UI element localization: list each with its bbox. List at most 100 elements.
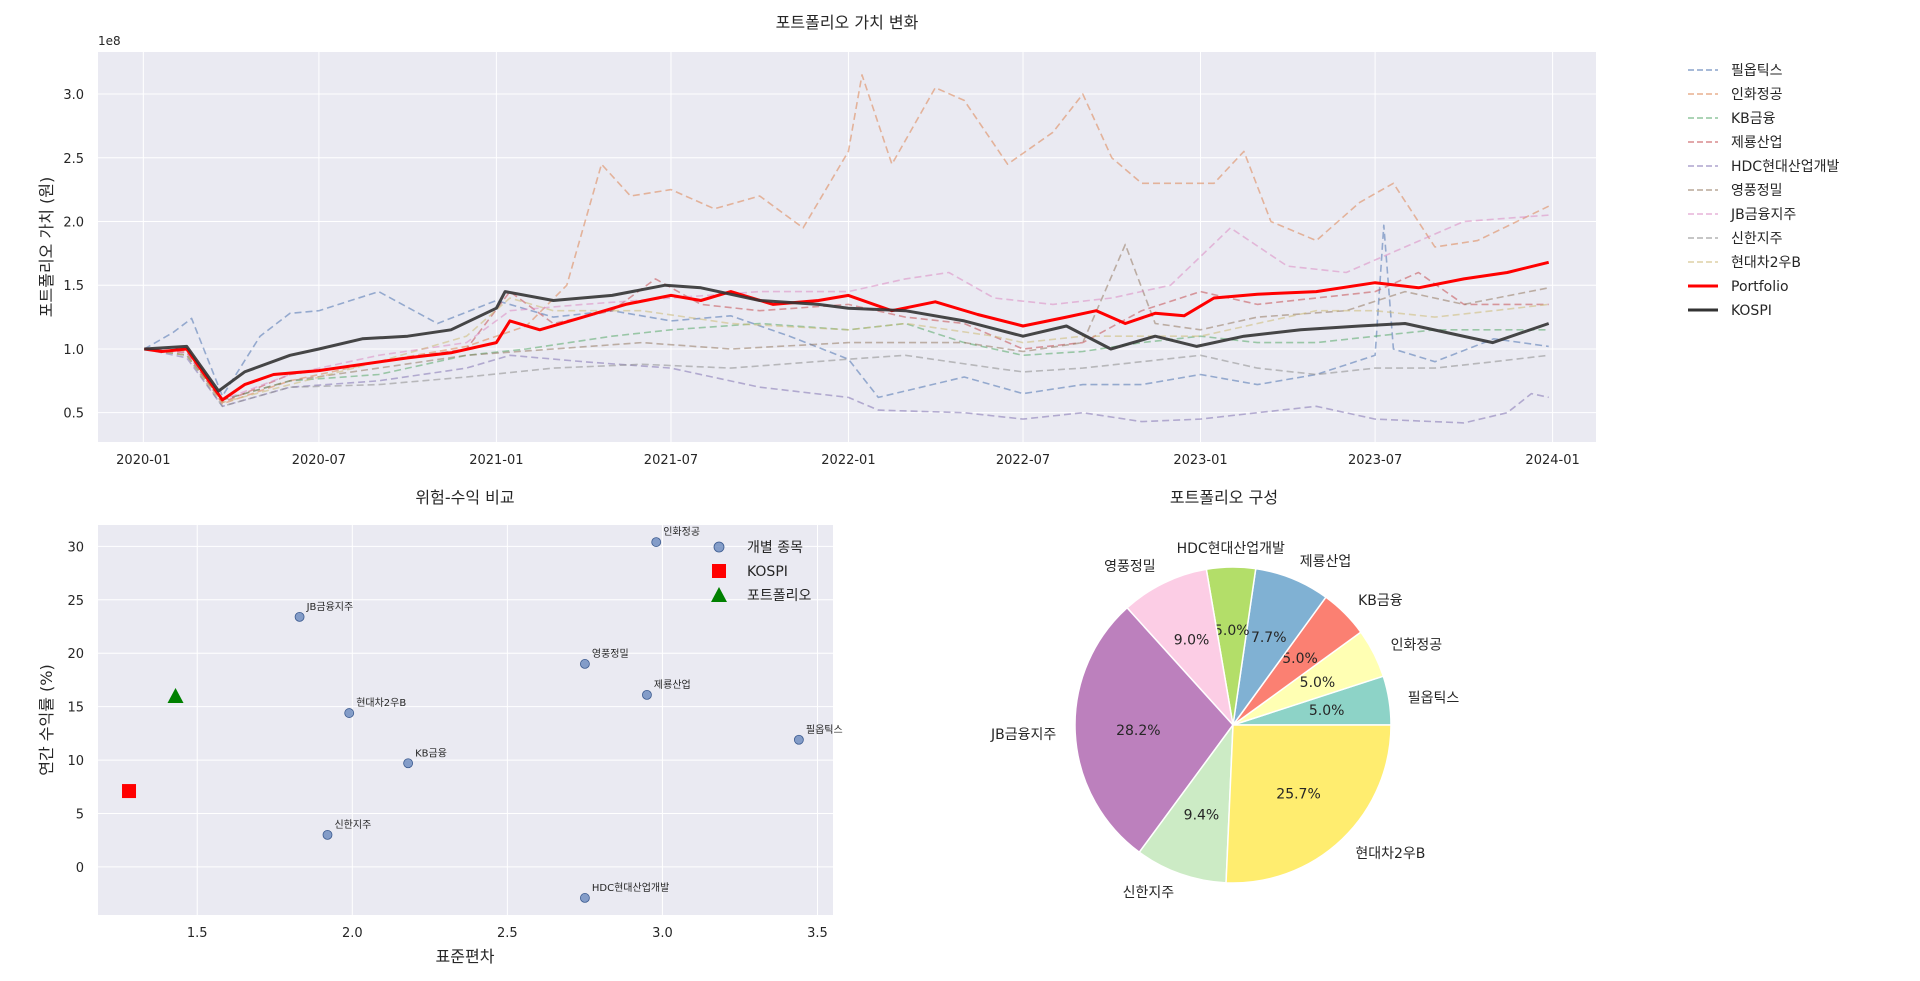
- pie-slice-jbeab888ec9cb5eca780eca3bc: [1074, 606, 1234, 854]
- line-chart-title: 포트폴리오 가치 변화: [776, 13, 919, 32]
- scatter-legend-marker-square: [712, 564, 726, 578]
- line-x-tick-label: 2020-07: [292, 453, 346, 468]
- portfolio-marker: [167, 687, 184, 703]
- scatter-x-tick-label: 2.5: [497, 926, 518, 941]
- series-line-ec9db8ed9994eca095eab3b5: [144, 74, 1550, 405]
- pie-chart-title: 포트폴리오 구성: [1170, 488, 1278, 507]
- legend-label: HDC현대산업개발: [1731, 159, 1839, 175]
- kospi-marker: [122, 784, 137, 799]
- scatter-chart-legend: 개별 종목 KOSPI 포트폴리오: [711, 540, 812, 604]
- line-y-tick-label: 2.5: [63, 152, 84, 167]
- pie-slice-label: 현대차2우B: [1355, 846, 1425, 862]
- legend-label: JB금융지주: [1730, 207, 1796, 223]
- line-chart-grid: [98, 52, 1596, 442]
- legend-label: 필옵틱스: [1731, 63, 1783, 79]
- legend-label: KOSPI: [1731, 303, 1772, 319]
- stock-point-jbeab888ec9cb5eca780eca3bc: [294, 611, 305, 622]
- line-y-tick-label: 3.0: [63, 88, 84, 103]
- scatter-chart-title: 위험-수익 비교: [415, 488, 514, 507]
- scatter-chart-ylabel: 연간 수익률 (%): [37, 664, 56, 775]
- pie-chart-slices: 5.0% 필옵틱스 5.0% 인화정공 5.0% KB금융 7.7% 제룡산업 5.0% HDC현…: [990, 541, 1459, 901]
- series-line-jbeab888ec9cb5eca780eca3bc: [144, 214, 1549, 401]
- portfolio-value-line-chart: 포트폴리오 가치 변화 2020-01 2020-07 2021-01 2021-07…: [37, 13, 1839, 468]
- stock-point-eca09ceba3a1ec82b0ec9785: [642, 689, 652, 700]
- stock-point-ed9884eb8c80ecb0a82ec9ab0b: [344, 708, 355, 718]
- series-line-ed9584ec98b5ed8bb1ec8aa4: [143, 224, 1549, 399]
- scatter-y-tick-label: 0: [76, 861, 84, 876]
- scatter-chart-y-ticks: 0 5 10 15 20 25 30: [67, 540, 84, 876]
- stock-point-label: 제룡산업: [654, 678, 691, 691]
- scatter-chart-grid: [98, 525, 833, 915]
- line-chart-x-ticks: 2020-01 2020-07 2021-01 2021-07 2022-01 2022-…: [116, 453, 1580, 468]
- scatter-y-tick-label: 10: [67, 754, 84, 769]
- pie-slice-label: 신한지주: [1123, 885, 1175, 901]
- stock-point-ec8ba0ed959ceca780eca3bc: [322, 829, 333, 840]
- line-x-tick-label: 2022-07: [996, 453, 1050, 468]
- series-line-ed9884eb8c80ecb0a82ec9ab0b: [144, 297, 1549, 404]
- stock-point-ec9db8ed9994eca095eab3b5: [651, 537, 662, 547]
- line-y-tick-label: 1.0: [63, 343, 84, 358]
- scatter-x-tick-label: 3.0: [652, 926, 673, 941]
- stock-point-label: 필옵틱스: [806, 724, 843, 736]
- pie-slice-label: 제룡산업: [1300, 554, 1352, 570]
- stock-point-label: 인화정공: [663, 526, 700, 538]
- legend-label: 제룡산업: [1731, 135, 1783, 151]
- line-x-tick-label: 2022-01: [821, 453, 875, 468]
- pie-percent-label: 7.7%: [1251, 630, 1287, 646]
- line-x-tick-label: 2024-01: [1525, 453, 1579, 468]
- stock-point-label: 현대차2우B: [356, 697, 406, 709]
- pie-slice-ec9881ed928deca095ebb080: [1125, 568, 1235, 728]
- scatter-legend-marker-triangle: [711, 587, 727, 602]
- scatter-y-tick-label: 5: [76, 807, 84, 822]
- scatter-chart-plot-area: [98, 525, 833, 915]
- line-x-tick-label: 2021-01: [469, 453, 523, 468]
- pie-percent-label: 9.0%: [1174, 633, 1210, 649]
- series-line-hdced9884eb8c80ec82b0ec9785eab09cebb09c: [144, 348, 1549, 424]
- stock-point-ed9584ec98b5ed8bb1ec8aa4: [793, 734, 804, 745]
- pie-percent-label: 9.4%: [1184, 807, 1220, 823]
- legend-label: 인화정공: [1731, 87, 1783, 103]
- pie-slice-ed9884eb8c80ecb0a82ec9ab0b: [1225, 724, 1392, 884]
- line-chart-ylabel: 포트폴리오 가치 (원): [37, 177, 56, 317]
- line-chart-offset-label: 1e8: [98, 34, 121, 48]
- line-y-tick-label: 1.5: [63, 279, 84, 294]
- scatter-chart-x-ticks: 1.5 2.0 2.5 3.0 3.5: [187, 926, 828, 941]
- pie-slice-label: 영풍정밀: [1104, 559, 1156, 575]
- pie-slice-label: KB금융: [1358, 593, 1403, 609]
- line-x-tick-label: 2020-01: [116, 453, 170, 468]
- line-x-tick-label: 2023-01: [1173, 453, 1227, 468]
- legend-label: Portfolio: [1731, 279, 1789, 295]
- legend-label: 신한지주: [1731, 231, 1783, 247]
- stock-point-label: JB금융지주: [306, 601, 354, 613]
- stock-point-hdced9884eb8c80ec82b0ec9785eab09cebb09c: [579, 893, 590, 903]
- line-chart-plot-area: [98, 52, 1596, 442]
- stock-point-label: 신한지주: [334, 819, 371, 831]
- pie-slice-label: 인화정공: [1391, 638, 1443, 654]
- scatter-legend-label: KOSPI: [747, 564, 788, 580]
- scatter-y-tick-label: 25: [67, 594, 84, 609]
- line-x-tick-label: 2023-07: [1348, 453, 1402, 468]
- series-line-ec8ba0ed959ceca780eca3bc: [144, 348, 1549, 408]
- stock-point-ec9881ed928deca095ebb080: [579, 659, 590, 669]
- series-line-kospi: [144, 283, 1550, 393]
- stock-point-label: 영풍정밀: [592, 648, 629, 660]
- legend-label: 현대차2우B: [1731, 255, 1801, 271]
- portfolio-composition-pie-chart: 포트폴리오 구성 5.0% 필옵틱스 5.0% 인화정공 5.0% KB금융 7.7% 제룡산…: [990, 488, 1459, 901]
- scatter-x-tick-label: 3.5: [807, 926, 828, 941]
- pie-percent-label: 5.0%: [1300, 675, 1336, 691]
- legend-label: KB금융: [1731, 111, 1776, 127]
- scatter-legend-marker-circle: [713, 541, 725, 553]
- scatter-y-tick-label: 20: [67, 647, 84, 662]
- pie-slice-label: HDC현대산업개발: [1177, 541, 1285, 557]
- line-chart-y-ticks: 0.5 1.0 1.5 2.0 2.5 3.0: [63, 88, 84, 422]
- line-chart-series: [143, 74, 1550, 424]
- stock-point-label: KB금융: [415, 747, 447, 759]
- series-line-kbeab888ec9cb5: [144, 322, 1549, 401]
- stock-point-kbeab888ec9cb5: [403, 758, 414, 769]
- pie-percent-label: 5.0%: [1282, 651, 1318, 667]
- line-x-tick-label: 2021-07: [644, 453, 698, 468]
